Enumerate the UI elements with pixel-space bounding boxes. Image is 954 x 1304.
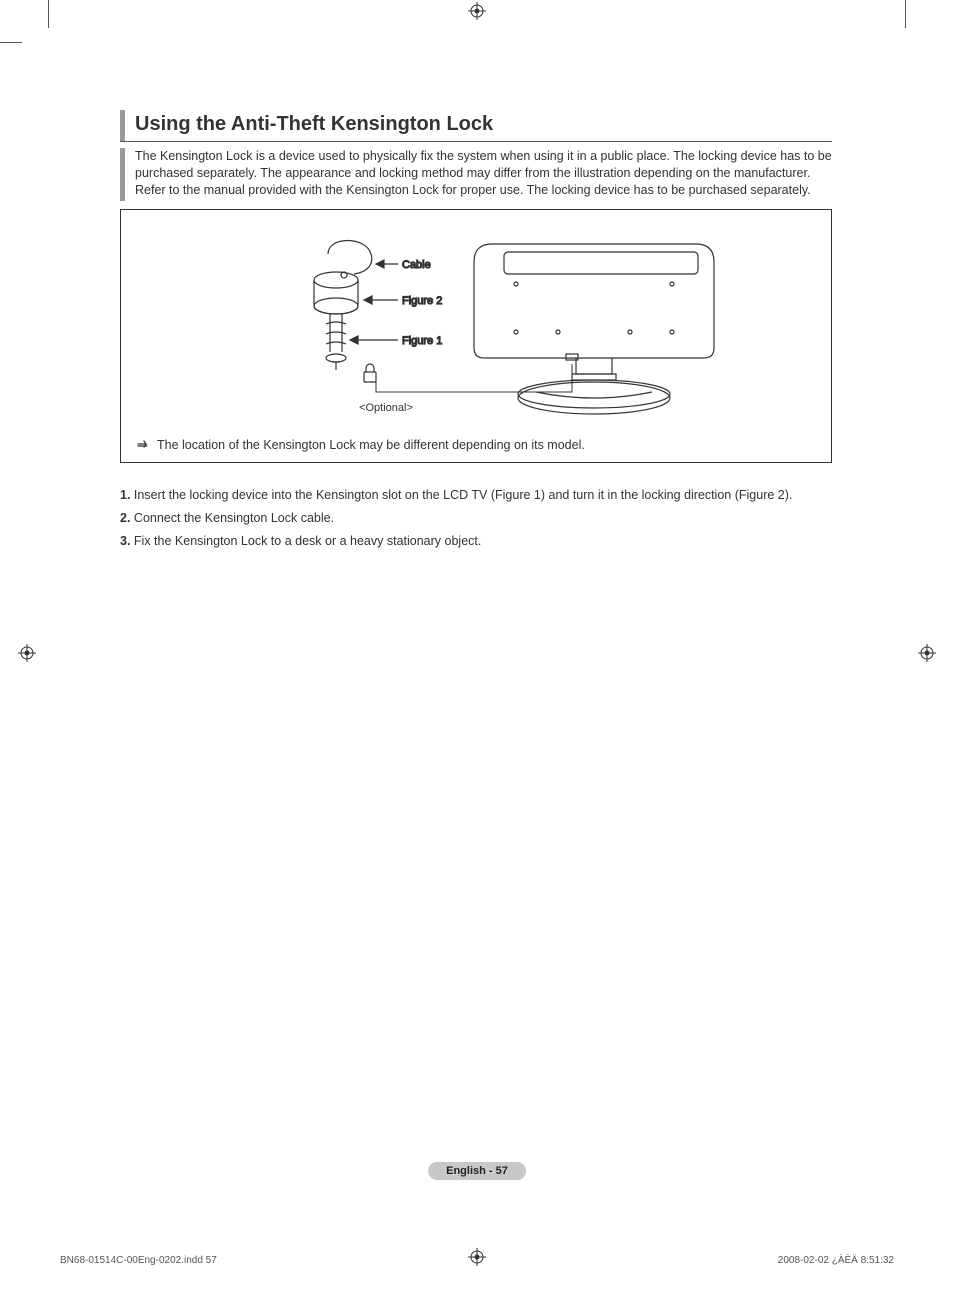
crop-mark (0, 42, 22, 43)
kensington-lock-diagram: Cable Figure 2 Figure 1 (216, 224, 736, 419)
registration-mark-icon (18, 644, 36, 662)
step-item: 1. Insert the locking device into the Ke… (120, 485, 832, 506)
step-number: 2. (120, 511, 130, 525)
callout-figure2: Figure 2 (402, 295, 442, 307)
callout-cable: Cable (402, 259, 431, 271)
intro-paragraph: The Kensington Lock is a device used to … (135, 148, 832, 201)
step-item: 3. Fix the Kensington Lock to a desk or … (120, 531, 832, 552)
step-item: 2. Connect the Kensington Lock cable. (120, 508, 832, 529)
footer-timestamp: 2008-02-02 ¿ÀÈÄ 8:51:32 (778, 1255, 894, 1266)
footer-filename: BN68-01514C-00Eng-0202.indd 57 (60, 1255, 217, 1266)
print-footer: BN68-01514C-00Eng-0202.indd 57 2008-02-0… (60, 1255, 894, 1266)
callout-figure1: Figure 1 (402, 335, 442, 347)
figure-note-text: The location of the Kensington Lock may … (157, 438, 585, 452)
note-arrow-icon (137, 440, 151, 450)
page-content: Using the Anti-Theft Kensington Lock The… (120, 110, 832, 554)
step-number: 3. (120, 534, 130, 548)
steps-list: 1. Insert the locking device into the Ke… (120, 485, 832, 553)
registration-mark-icon (918, 644, 936, 662)
diagram: Cable Figure 2 Figure 1 (131, 224, 821, 424)
step-text: Fix the Kensington Lock to a desk or a h… (134, 534, 481, 548)
registration-mark-icon (468, 2, 486, 20)
figure-note: The location of the Kensington Lock may … (131, 438, 821, 452)
step-text: Connect the Kensington Lock cable. (134, 511, 334, 525)
heading-accent-bar (120, 110, 125, 141)
optional-label: <Optional> (346, 402, 426, 414)
step-text: Insert the locking device into the Kensi… (134, 488, 792, 502)
section-heading-row: Using the Anti-Theft Kensington Lock (120, 110, 832, 142)
page-number-badge: English - 57 (428, 1162, 526, 1180)
crop-mark (905, 0, 906, 28)
figure-box: Cable Figure 2 Figure 1 (120, 209, 832, 463)
intro-accent-bar (120, 148, 125, 201)
section-heading: Using the Anti-Theft Kensington Lock (135, 110, 493, 141)
intro-row: The Kensington Lock is a device used to … (120, 148, 832, 201)
crop-mark (48, 0, 49, 28)
step-number: 1. (120, 488, 130, 502)
